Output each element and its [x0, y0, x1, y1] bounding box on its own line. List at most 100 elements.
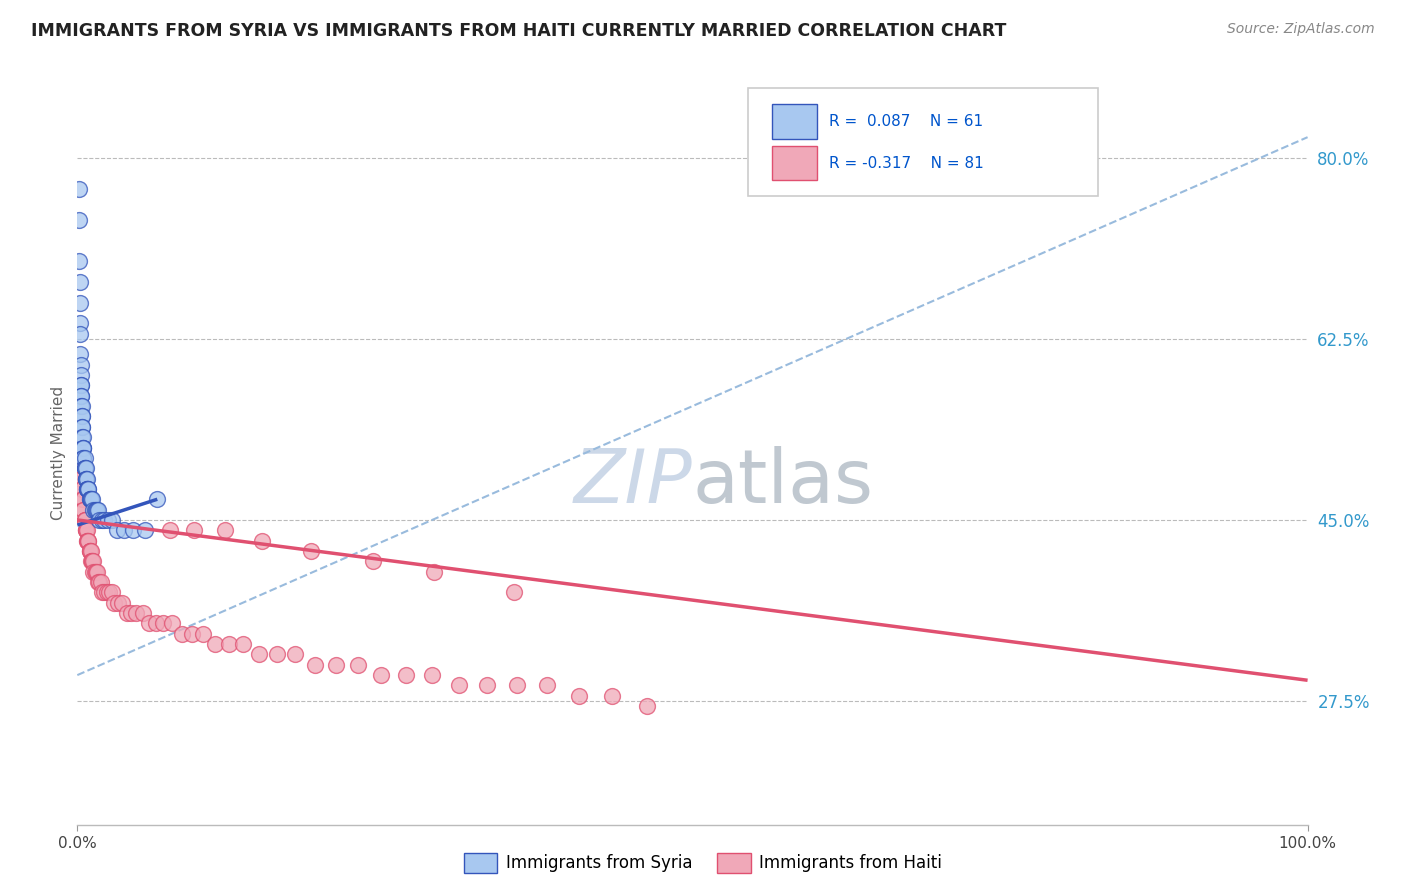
Text: IMMIGRANTS FROM SYRIA VS IMMIGRANTS FROM HAITI CURRENTLY MARRIED CORRELATION CHA: IMMIGRANTS FROM SYRIA VS IMMIGRANTS FROM…: [31, 22, 1007, 40]
Point: [70, 471, 93, 485]
Point: [79, 492, 101, 507]
Y-axis label: Currently Married: Currently Married: [51, 385, 66, 520]
Point: [160, 616, 183, 631]
Point: [75, 471, 97, 485]
Point: [69, 295, 91, 310]
Point: [72, 441, 94, 455]
Point: [395, 668, 418, 682]
Point: [72, 441, 94, 455]
Point: [70, 358, 93, 372]
Point: [602, 689, 624, 703]
Point: [82, 492, 104, 507]
Point: [96, 585, 118, 599]
Point: [84, 502, 107, 516]
Point: [72, 502, 94, 516]
Point: [70, 409, 93, 424]
Point: [249, 648, 271, 662]
Point: [103, 596, 125, 610]
Point: [115, 606, 138, 620]
Point: [76, 471, 98, 485]
Point: [70, 471, 93, 485]
Point: [180, 626, 202, 640]
Point: [536, 678, 558, 692]
Point: [67, 254, 90, 268]
Point: [69, 326, 91, 341]
FancyBboxPatch shape: [748, 87, 1098, 195]
Point: [284, 648, 307, 662]
Point: [82, 502, 104, 516]
Point: [218, 637, 240, 651]
Point: [76, 482, 98, 496]
Point: [70, 399, 93, 413]
Point: [82, 554, 104, 568]
Point: [83, 565, 105, 579]
FancyBboxPatch shape: [772, 104, 817, 138]
Point: [70, 492, 93, 507]
Point: [204, 637, 226, 651]
Point: [70, 420, 93, 434]
Point: [232, 637, 254, 651]
Point: [636, 699, 658, 714]
Point: [69, 461, 91, 475]
Point: [70, 430, 93, 444]
Text: Source: ZipAtlas.com: Source: ZipAtlas.com: [1227, 22, 1375, 37]
Point: [299, 544, 322, 558]
Point: [70, 389, 93, 403]
Point: [89, 513, 111, 527]
Point: [101, 513, 124, 527]
Point: [75, 471, 97, 485]
Point: [112, 523, 135, 537]
Point: [361, 554, 384, 568]
Point: [67, 182, 90, 196]
Point: [72, 430, 94, 444]
Point: [79, 544, 101, 558]
Point: [70, 368, 93, 383]
Point: [125, 606, 148, 620]
Point: [77, 533, 100, 548]
Point: [131, 606, 153, 620]
Point: [73, 513, 96, 527]
Point: [82, 565, 104, 579]
Point: [170, 626, 193, 640]
Point: [87, 502, 110, 516]
Point: [75, 523, 97, 537]
Point: [73, 450, 96, 465]
Point: [107, 596, 129, 610]
Point: [73, 513, 96, 527]
Point: [80, 554, 103, 568]
Point: [70, 482, 93, 496]
Point: [97, 513, 120, 527]
Point: [73, 461, 96, 475]
Point: [90, 574, 112, 589]
Point: [250, 533, 273, 548]
Point: [70, 399, 93, 413]
Point: [214, 523, 236, 537]
Point: [423, 565, 446, 579]
Point: [80, 492, 103, 507]
Point: [90, 585, 114, 599]
Point: [69, 317, 91, 331]
Point: [76, 482, 98, 496]
Point: [69, 347, 91, 361]
Point: [101, 585, 124, 599]
Point: [82, 554, 104, 568]
Point: [447, 678, 470, 692]
Point: [121, 523, 143, 537]
Point: [70, 378, 93, 392]
Point: [70, 389, 93, 403]
Point: [568, 689, 591, 703]
Point: [70, 378, 93, 392]
Point: [79, 544, 101, 558]
Point: [304, 657, 326, 672]
Point: [80, 492, 103, 507]
Point: [70, 482, 93, 496]
Point: [134, 523, 156, 537]
Point: [80, 544, 103, 558]
Point: [347, 657, 370, 672]
Text: atlas: atlas: [693, 446, 873, 519]
Point: [76, 523, 98, 537]
Point: [86, 565, 108, 579]
Point: [145, 616, 167, 631]
Point: [76, 482, 98, 496]
Text: R =  0.087    N = 61: R = 0.087 N = 61: [830, 114, 983, 129]
